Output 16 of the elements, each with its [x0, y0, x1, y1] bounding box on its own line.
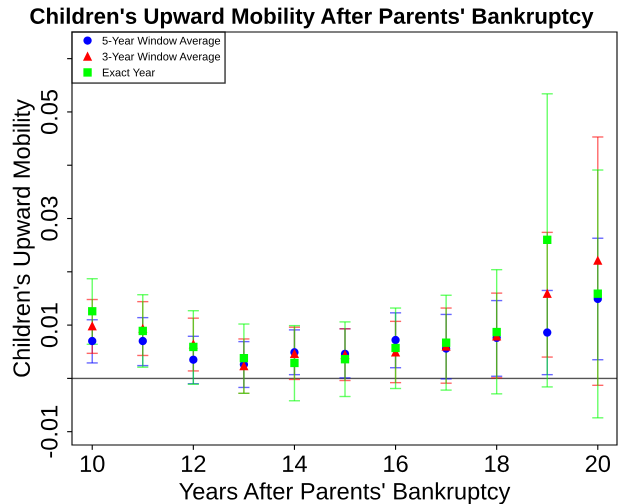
- legend-label: 5-Year Window Average: [102, 36, 220, 47]
- x-axis-title: Years After Parents' Bankruptcy: [179, 482, 510, 504]
- y-axis-title: Children's Upward Mobility: [12, 99, 35, 377]
- x-tick-label: 10: [80, 455, 104, 472]
- x-tick-label: 16: [384, 455, 408, 472]
- y-tick-label: -0.01: [40, 406, 58, 458]
- x-tick-label: 14: [283, 456, 307, 472]
- x-tick-label: 12: [182, 455, 206, 472]
- legend-label: Exact Year: [102, 68, 155, 76]
- y-tick-label: 0.05: [40, 90, 58, 134]
- x-tick-label: 20: [586, 455, 610, 472]
- chart-title: Children's Upward Mobility After Parents' Bankruptcy: [30, 8, 594, 28]
- x-tick-label: 18: [485, 455, 509, 472]
- y-tick-label: 0.01: [40, 303, 58, 348]
- legend-label: 3-Year Window Average: [102, 52, 220, 63]
- y-tick-label: 0.03: [40, 196, 58, 241]
